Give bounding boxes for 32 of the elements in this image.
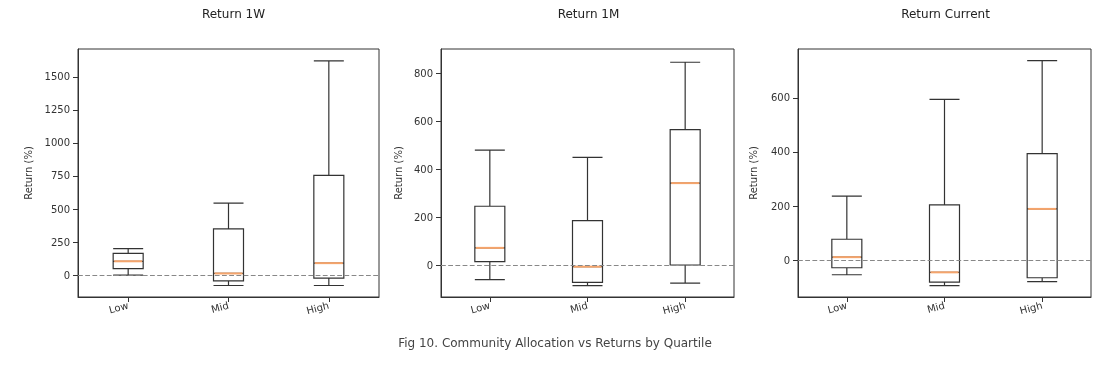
y-axis-title: Return (%) — [747, 146, 759, 200]
x-tick-label: Mid — [568, 299, 589, 315]
y-tick-label: 600 — [770, 92, 790, 104]
x-tick-label: High — [1018, 299, 1044, 317]
y-tick-label: 0 — [426, 260, 433, 272]
y-tick-label: 200 — [770, 200, 790, 212]
y-tick-label: 500 — [50, 203, 70, 215]
y-tick-label: 200 — [413, 212, 433, 224]
y-tick-label: 800 — [413, 67, 433, 79]
y-tick-label: 600 — [413, 115, 433, 127]
x-tick-label: High — [661, 299, 687, 317]
x-tick-label: Low — [469, 299, 492, 316]
y-tick-label: 1000 — [44, 137, 70, 149]
y-tick-label: 400 — [413, 163, 433, 175]
x-tick-label: Mid — [209, 299, 230, 315]
y-axis-title: Return (%) — [392, 146, 404, 200]
chart-title: Return 1W — [201, 7, 266, 21]
caption: Fig 10. Community Allocation vs Returns by Quartile — [397, 336, 713, 350]
y-tick-label: 0 — [783, 254, 790, 266]
y-tick-label: 0 — [63, 269, 70, 281]
y-tick-label: 750 — [50, 170, 70, 182]
x-tick-label: Low — [107, 299, 130, 316]
y-tick-label: 1500 — [44, 71, 70, 83]
y-tick-label: 1250 — [44, 104, 70, 116]
x-tick-label: Mid — [925, 299, 946, 315]
chart-title: Return Current — [901, 7, 991, 21]
x-tick-label: High — [305, 299, 331, 317]
chart-title: Return 1M — [557, 7, 620, 21]
y-axis-title: Return (%) — [22, 146, 34, 200]
y-tick-label: 400 — [770, 146, 790, 158]
x-tick-label: Low — [826, 299, 849, 316]
y-tick-label: 250 — [50, 236, 70, 248]
